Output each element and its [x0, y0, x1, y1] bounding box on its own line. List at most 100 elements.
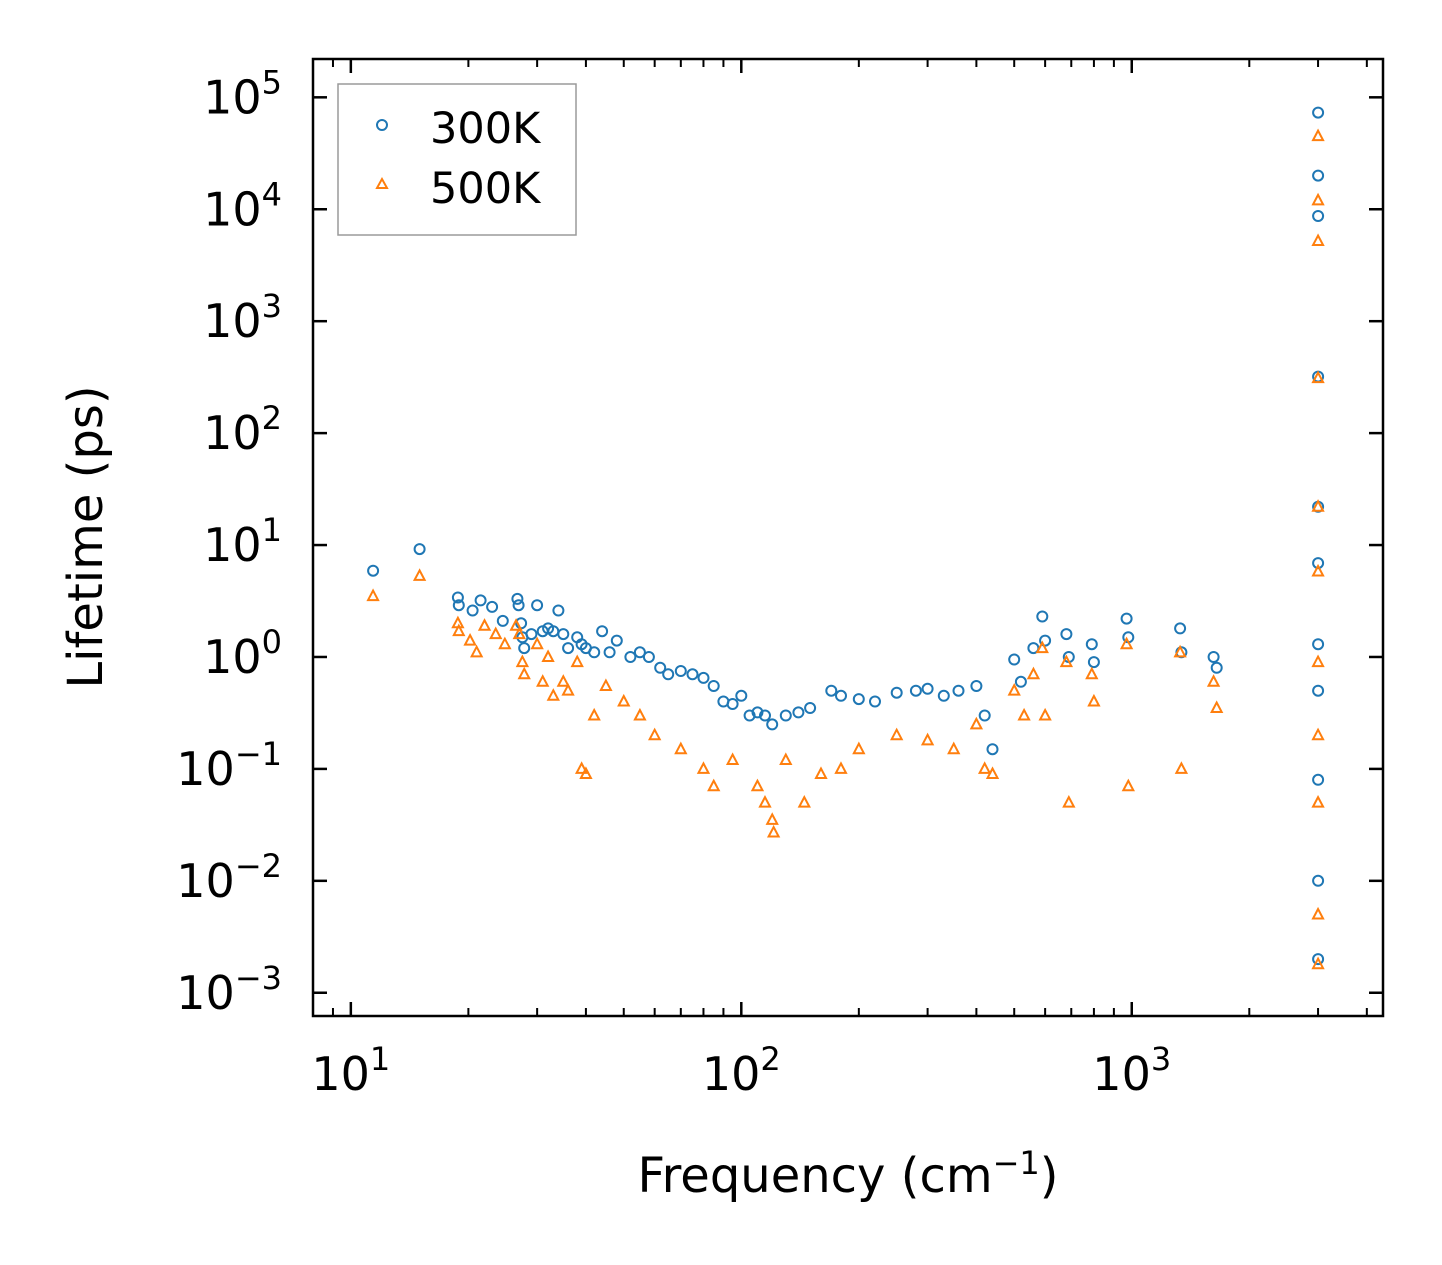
data-point-300k: [1008, 653, 1021, 666]
x-tick-label-base: 10: [311, 1047, 370, 1101]
y-tick-label: 100: [203, 623, 282, 684]
data-point-300k: [525, 628, 538, 641]
x-tick-label-exp: 3: [1151, 1040, 1171, 1078]
legend-box: [337, 83, 577, 236]
data-point-500k: [1311, 727, 1325, 741]
y-tick-label-base: 10: [203, 406, 262, 460]
data-point-500k: [1311, 192, 1325, 206]
data-point-500k: [814, 766, 828, 780]
data-point-500k: [570, 654, 584, 668]
y-tick-label-exp: −3: [235, 959, 282, 997]
data-point-500k: [696, 761, 711, 774]
x-tick-label-base: 10: [702, 1047, 761, 1101]
data-points-layer: [366, 106, 1325, 970]
legend-label-500k: 500K: [430, 164, 542, 214]
data-point-300k: [852, 693, 865, 706]
data-point-300k: [1312, 773, 1325, 786]
x-axis-title: Frequency (cm−1): [637, 1144, 1058, 1204]
data-point-500k: [536, 674, 550, 687]
data-point-300k: [1207, 651, 1220, 663]
data-point-300k: [1312, 953, 1325, 966]
data-point-500k: [489, 626, 503, 640]
y-tick-label-base: 10: [203, 630, 262, 684]
data-point-300k: [825, 684, 838, 697]
data-point-500k: [1311, 654, 1325, 668]
data-point-300k: [686, 668, 699, 681]
data-point-500k: [758, 794, 772, 808]
data-point-300k: [1210, 661, 1223, 674]
data-point-300k: [674, 665, 687, 677]
y-tick-label-base: 10: [203, 70, 262, 124]
data-point-300k: [1087, 656, 1100, 669]
data-point-500k: [1311, 370, 1325, 384]
data-point-500k: [477, 618, 492, 631]
data-point-300k: [1312, 684, 1325, 697]
data-point-500k: [517, 666, 531, 680]
data-point-500k: [509, 618, 523, 631]
data-point-300k: [1174, 622, 1187, 635]
y-tick-label-base: 10: [203, 518, 262, 572]
data-point-300k: [512, 599, 525, 612]
data-point-300k: [978, 709, 991, 722]
data-point-300k: [367, 564, 380, 577]
data-point-300k: [588, 646, 601, 659]
data-point-500k: [1206, 674, 1221, 687]
data-point-500k: [890, 727, 904, 741]
data-point-500k: [1311, 233, 1325, 247]
data-point-500k: [412, 568, 427, 581]
data-point-300k: [452, 599, 465, 612]
data-point-300k: [511, 592, 524, 605]
legend-marker-500k: [375, 176, 389, 189]
y-tick-label: 105: [203, 63, 282, 124]
data-point-300k: [1312, 874, 1325, 887]
data-point-500k: [1121, 778, 1135, 792]
data-point-500k: [766, 824, 781, 838]
data-point-500k: [1311, 563, 1325, 577]
y-tick-label: 10−1: [176, 735, 282, 796]
data-point-500k: [1173, 644, 1187, 658]
data-point-500k: [1085, 666, 1099, 680]
data-point-500k: [512, 626, 526, 640]
data-point-500k: [1311, 906, 1325, 920]
data-point-300k: [1014, 675, 1027, 688]
data-point-300k: [779, 709, 792, 722]
data-point-500k: [1017, 707, 1031, 721]
data-point-500k: [515, 654, 530, 668]
data-point-500k: [648, 727, 662, 741]
y-tick-label-exp: 0: [262, 623, 282, 661]
data-point-300k: [759, 709, 771, 722]
data-point-500k: [725, 752, 740, 766]
data-point-300k: [804, 702, 817, 714]
y-tick-label: 10−2: [176, 847, 282, 908]
data-point-300k: [596, 625, 609, 638]
data-point-300k: [451, 591, 464, 604]
data-point-500k: [1210, 700, 1224, 714]
data-point-500k: [1311, 956, 1325, 970]
data-point-300k: [531, 599, 544, 612]
data-point-300k: [792, 706, 805, 719]
data-point-500k: [1026, 666, 1041, 680]
y-tick-label: 103: [203, 287, 282, 348]
y-tick-label-exp: −2: [235, 847, 282, 885]
data-point-500k: [599, 678, 613, 692]
data-point-300k: [890, 686, 903, 699]
data-point-300k: [909, 684, 922, 697]
data-point-500k: [852, 741, 866, 755]
data-point-300k: [1060, 628, 1073, 641]
legend: 300K 500K: [337, 83, 577, 236]
data-point-500k: [1311, 499, 1325, 512]
data-point-500k: [1007, 683, 1021, 696]
series-500k: [366, 128, 1325, 970]
y-tick-label-exp: 3: [262, 287, 282, 325]
data-point-500k: [530, 636, 544, 650]
data-point-300k: [624, 651, 637, 663]
legend-marker-300k: [376, 119, 388, 131]
x-tick-label-base: 10: [1092, 1047, 1151, 1101]
data-point-500k: [463, 632, 477, 646]
y-tick-label: 102: [203, 399, 282, 460]
data-point-300k: [1312, 169, 1325, 182]
plot-frame: [311, 57, 1385, 1018]
data-point-500k: [1174, 761, 1189, 774]
data-point-500k: [541, 649, 555, 662]
